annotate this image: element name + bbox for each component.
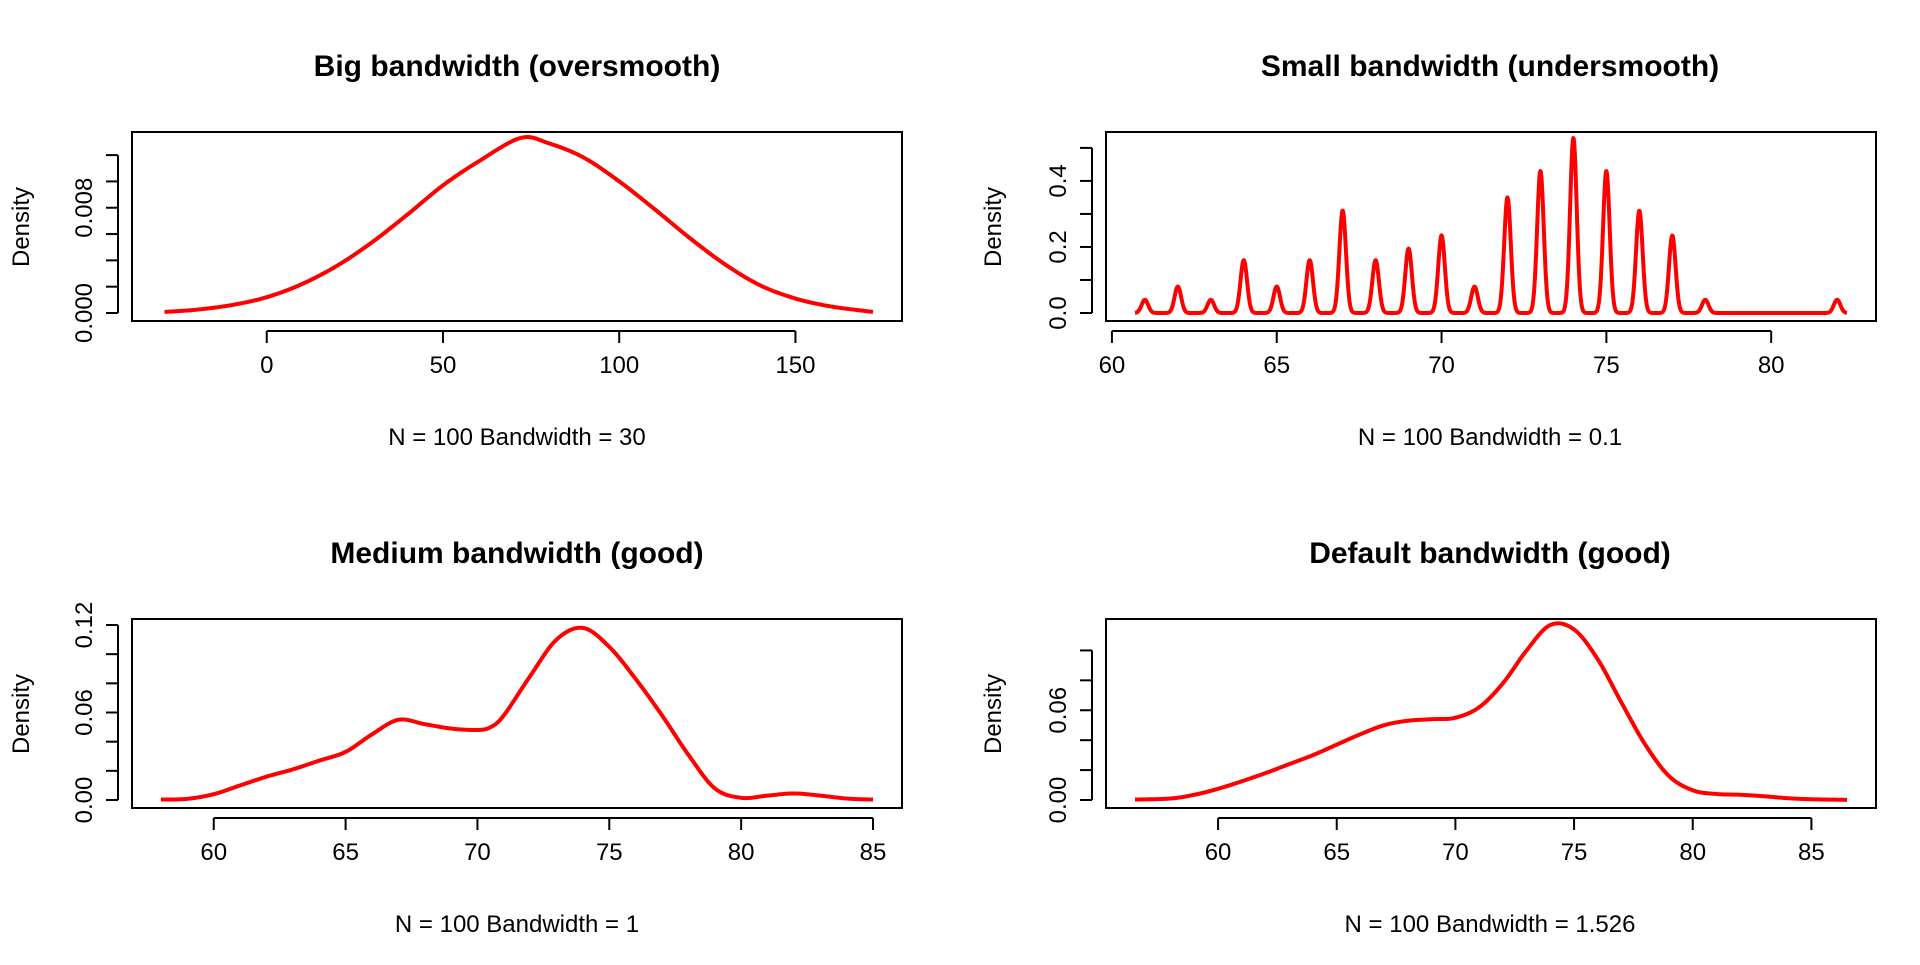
y-axis-label: Density bbox=[980, 187, 1007, 267]
x-tick-label: 100 bbox=[599, 352, 639, 379]
y-tick-label: 0.12 bbox=[71, 602, 98, 649]
x-tick-label: 70 bbox=[1442, 839, 1469, 866]
y-tick-label: 0.000 bbox=[71, 283, 98, 343]
x-tick-label: 80 bbox=[1758, 352, 1785, 379]
x-tick-label: 85 bbox=[860, 839, 887, 866]
x-tick-label: 75 bbox=[596, 839, 623, 866]
x-tick-label: 60 bbox=[1205, 839, 1232, 866]
y-tick-label: 0.4 bbox=[1045, 164, 1072, 197]
y-tick-label: 0.00 bbox=[71, 777, 98, 824]
panel-subtitle: N = 100 Bandwidth = 0.1 bbox=[1358, 424, 1622, 451]
panel-subtitle: N = 100 Bandwidth = 1.526 bbox=[1345, 911, 1636, 938]
y-axis: 0.00 0.06 0.12 bbox=[71, 602, 119, 824]
panel-small-bandwidth: Small bandwidth (undersmooth) N = 100 Ba… bbox=[980, 50, 1877, 451]
plot-frame bbox=[1105, 618, 1877, 809]
y-axis: 0.000 0.008 bbox=[71, 154, 119, 343]
panel-subtitle: N = 100 Bandwidth = 1 bbox=[395, 911, 639, 938]
x-tick-label: 80 bbox=[728, 839, 755, 866]
y-axis: 0.00 0.06 bbox=[1045, 649, 1093, 824]
y-tick-label: 0.06 bbox=[1045, 687, 1072, 734]
panel-default-bandwidth: Default bandwidth (good) N = 100 Bandwid… bbox=[980, 537, 1877, 938]
density-curve bbox=[159, 625, 875, 802]
x-axis: 60 65 70 75 80 85 bbox=[1205, 817, 1825, 866]
density-curve bbox=[1133, 136, 1849, 315]
x-tick-label: 50 bbox=[430, 352, 457, 379]
x-tick-label: 75 bbox=[1561, 839, 1588, 866]
panel-title: Big bandwidth (oversmooth) bbox=[314, 50, 721, 83]
panel-subtitle: N = 100 Bandwidth = 30 bbox=[388, 424, 646, 451]
y-tick-label: 0.0 bbox=[1045, 296, 1072, 329]
x-tick-label: 150 bbox=[775, 352, 815, 379]
panel-title: Small bandwidth (undersmooth) bbox=[1261, 50, 1719, 83]
x-tick-label: 65 bbox=[1323, 839, 1350, 866]
x-axis: 0 50 100 150 bbox=[260, 330, 815, 379]
panel-title: Medium bandwidth (good) bbox=[330, 537, 703, 570]
y-axis: 0.0 0.2 0.4 bbox=[1045, 146, 1093, 330]
x-axis: 60 65 70 75 80 85 bbox=[200, 817, 887, 866]
x-tick-label: 65 bbox=[1263, 352, 1290, 379]
panel-big-bandwidth: Big bandwidth (oversmooth) N = 100 Bandw… bbox=[8, 50, 903, 451]
x-axis: 60 65 70 75 80 bbox=[1099, 330, 1785, 379]
panel-title: Default bandwidth (good) bbox=[1309, 537, 1671, 570]
x-tick-label: 85 bbox=[1798, 839, 1825, 866]
x-tick-label: 70 bbox=[464, 839, 491, 866]
x-tick-label: 65 bbox=[332, 839, 359, 866]
y-tick-label: 0.008 bbox=[71, 178, 98, 238]
plot-frame bbox=[1105, 131, 1877, 322]
density-curve bbox=[163, 135, 874, 314]
plot-frame bbox=[131, 131, 903, 322]
y-axis-label: Density bbox=[8, 674, 35, 754]
density-curve bbox=[1133, 621, 1849, 802]
x-tick-label: 75 bbox=[1593, 352, 1620, 379]
x-tick-label: 60 bbox=[200, 839, 227, 866]
x-tick-label: 80 bbox=[1679, 839, 1706, 866]
y-tick-label: 0.06 bbox=[71, 689, 98, 736]
panel-medium-bandwidth: Medium bandwidth (good) N = 100 Bandwidt… bbox=[8, 537, 903, 938]
plot-frame bbox=[131, 618, 903, 809]
x-tick-label: 60 bbox=[1099, 352, 1126, 379]
x-tick-label: 0 bbox=[260, 352, 273, 379]
y-axis-label: Density bbox=[8, 187, 35, 267]
y-axis-label: Density bbox=[980, 674, 1007, 754]
y-tick-label: 0.00 bbox=[1045, 777, 1072, 824]
y-tick-label: 0.2 bbox=[1045, 230, 1072, 263]
x-tick-label: 70 bbox=[1428, 352, 1455, 379]
